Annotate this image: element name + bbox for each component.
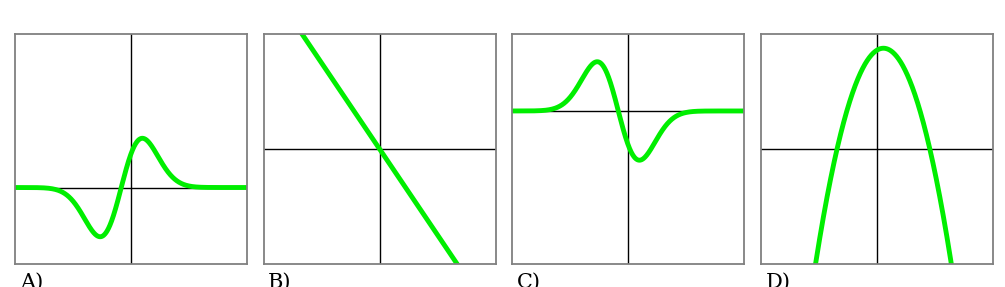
Text: A): A) (20, 273, 43, 287)
Text: D): D) (766, 273, 790, 287)
Text: C): C) (517, 273, 541, 287)
Text: B): B) (268, 273, 291, 287)
